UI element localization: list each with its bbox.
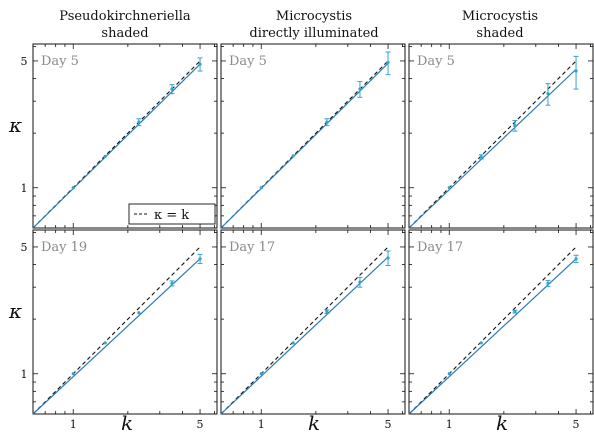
data-point	[198, 257, 202, 261]
column-title-2-line-2: directly illuminated	[249, 26, 378, 41]
column-title-3: Microcystis shaded	[462, 9, 538, 41]
day-label: Day 5	[41, 54, 79, 69]
reference-line	[32, 246, 201, 415]
day-label: Day 5	[417, 54, 455, 69]
y-tick-label: 5	[21, 241, 28, 254]
data-point	[71, 372, 75, 376]
data-point	[479, 341, 483, 345]
data-point	[259, 186, 263, 190]
y-tick-label: 1	[21, 368, 28, 381]
data-point	[479, 155, 483, 159]
panel-bottom-middle: 1 5 Day 17	[220, 229, 406, 431]
data-point	[291, 154, 295, 158]
x-axis-label-right: k	[496, 411, 508, 434]
day-label: Day 19	[41, 240, 87, 255]
day-label: Day 17	[417, 240, 463, 255]
data-point	[386, 60, 390, 65]
data-point	[325, 120, 329, 124]
column-title-1-line-1: Pseudokirchneriella	[59, 9, 191, 24]
panel-top-right: Day 5	[408, 43, 594, 229]
data-point	[259, 372, 263, 376]
data-point	[137, 120, 141, 124]
x-tick-label: 1	[70, 418, 77, 431]
data-point	[546, 281, 550, 285]
column-title-3-line-2: shaded	[476, 26, 523, 41]
panel-frame	[32, 43, 218, 229]
data-point	[325, 310, 329, 314]
fit-line	[32, 63, 201, 229]
data-point	[574, 69, 578, 73]
column-title-2-line-1: Microcystis	[276, 9, 352, 24]
panel-bottom-right: 1 5 Day 17	[408, 229, 594, 431]
y-axis-label-top: κ	[8, 113, 22, 137]
panel-top-middle: Day 5	[220, 43, 406, 229]
fit-line	[408, 68, 577, 229]
column-title-2: Microcystis directly illuminated	[249, 9, 378, 41]
day-label: Day 17	[229, 240, 275, 255]
data-point	[170, 281, 174, 285]
data-point	[103, 154, 107, 158]
data-point	[513, 124, 517, 128]
panel-frame	[220, 43, 406, 229]
data-point	[358, 87, 362, 91]
day-label: Day 5	[229, 54, 267, 69]
data-point	[71, 186, 75, 190]
fit-line	[220, 62, 389, 229]
y-tick-label: 5	[21, 55, 28, 68]
panel-frame	[32, 229, 218, 415]
x-tick-label: 5	[385, 418, 392, 431]
data-point	[198, 62, 202, 66]
panel-top-left: 1 5 Day 5 κ = k	[21, 43, 218, 229]
x-axis-label-middle: k	[308, 411, 320, 434]
y-axis-label-bottom: κ	[8, 299, 22, 323]
data-point	[513, 310, 517, 314]
panel-frame	[408, 43, 594, 229]
fit-line	[32, 258, 201, 415]
legend-box	[128, 203, 216, 225]
data-point	[291, 341, 295, 345]
x-tick-label: 1	[446, 418, 453, 431]
data-point	[447, 372, 451, 376]
reference-line	[220, 246, 389, 415]
panels: 1 5 Day 5 κ = k Day 5 Day 5 1 5 1 5 Day 19 1 5 Day 17…	[21, 43, 594, 431]
data-point	[137, 311, 141, 315]
fit-line	[408, 258, 577, 415]
legend-label: κ = k	[154, 208, 189, 223]
data-point	[447, 186, 451, 190]
x-tick-label: 5	[197, 418, 204, 431]
data-point	[386, 256, 390, 260]
data-point	[358, 280, 362, 284]
data-point	[103, 341, 107, 345]
column-title-3-line-1: Microcystis	[462, 9, 538, 24]
panel-frame	[408, 229, 594, 415]
data-point	[546, 92, 550, 96]
column-title-1-line-2: shaded	[101, 26, 148, 41]
data-point	[170, 87, 174, 91]
column-title-1: Pseudokirchneriella shaded	[59, 9, 191, 41]
y-tick-label: 1	[21, 182, 28, 195]
x-tick-label: 1	[258, 418, 265, 431]
legend: κ = k	[128, 203, 216, 225]
fit-line	[220, 256, 389, 415]
reference-line	[408, 246, 577, 415]
x-tick-label: 5	[573, 418, 580, 431]
data-point	[574, 257, 578, 261]
panel-bottom-left: 1 5 1 5 Day 19	[21, 229, 218, 431]
panel-frame	[220, 229, 406, 415]
x-axis-label-left: k	[121, 411, 133, 434]
reference-line	[408, 60, 577, 229]
